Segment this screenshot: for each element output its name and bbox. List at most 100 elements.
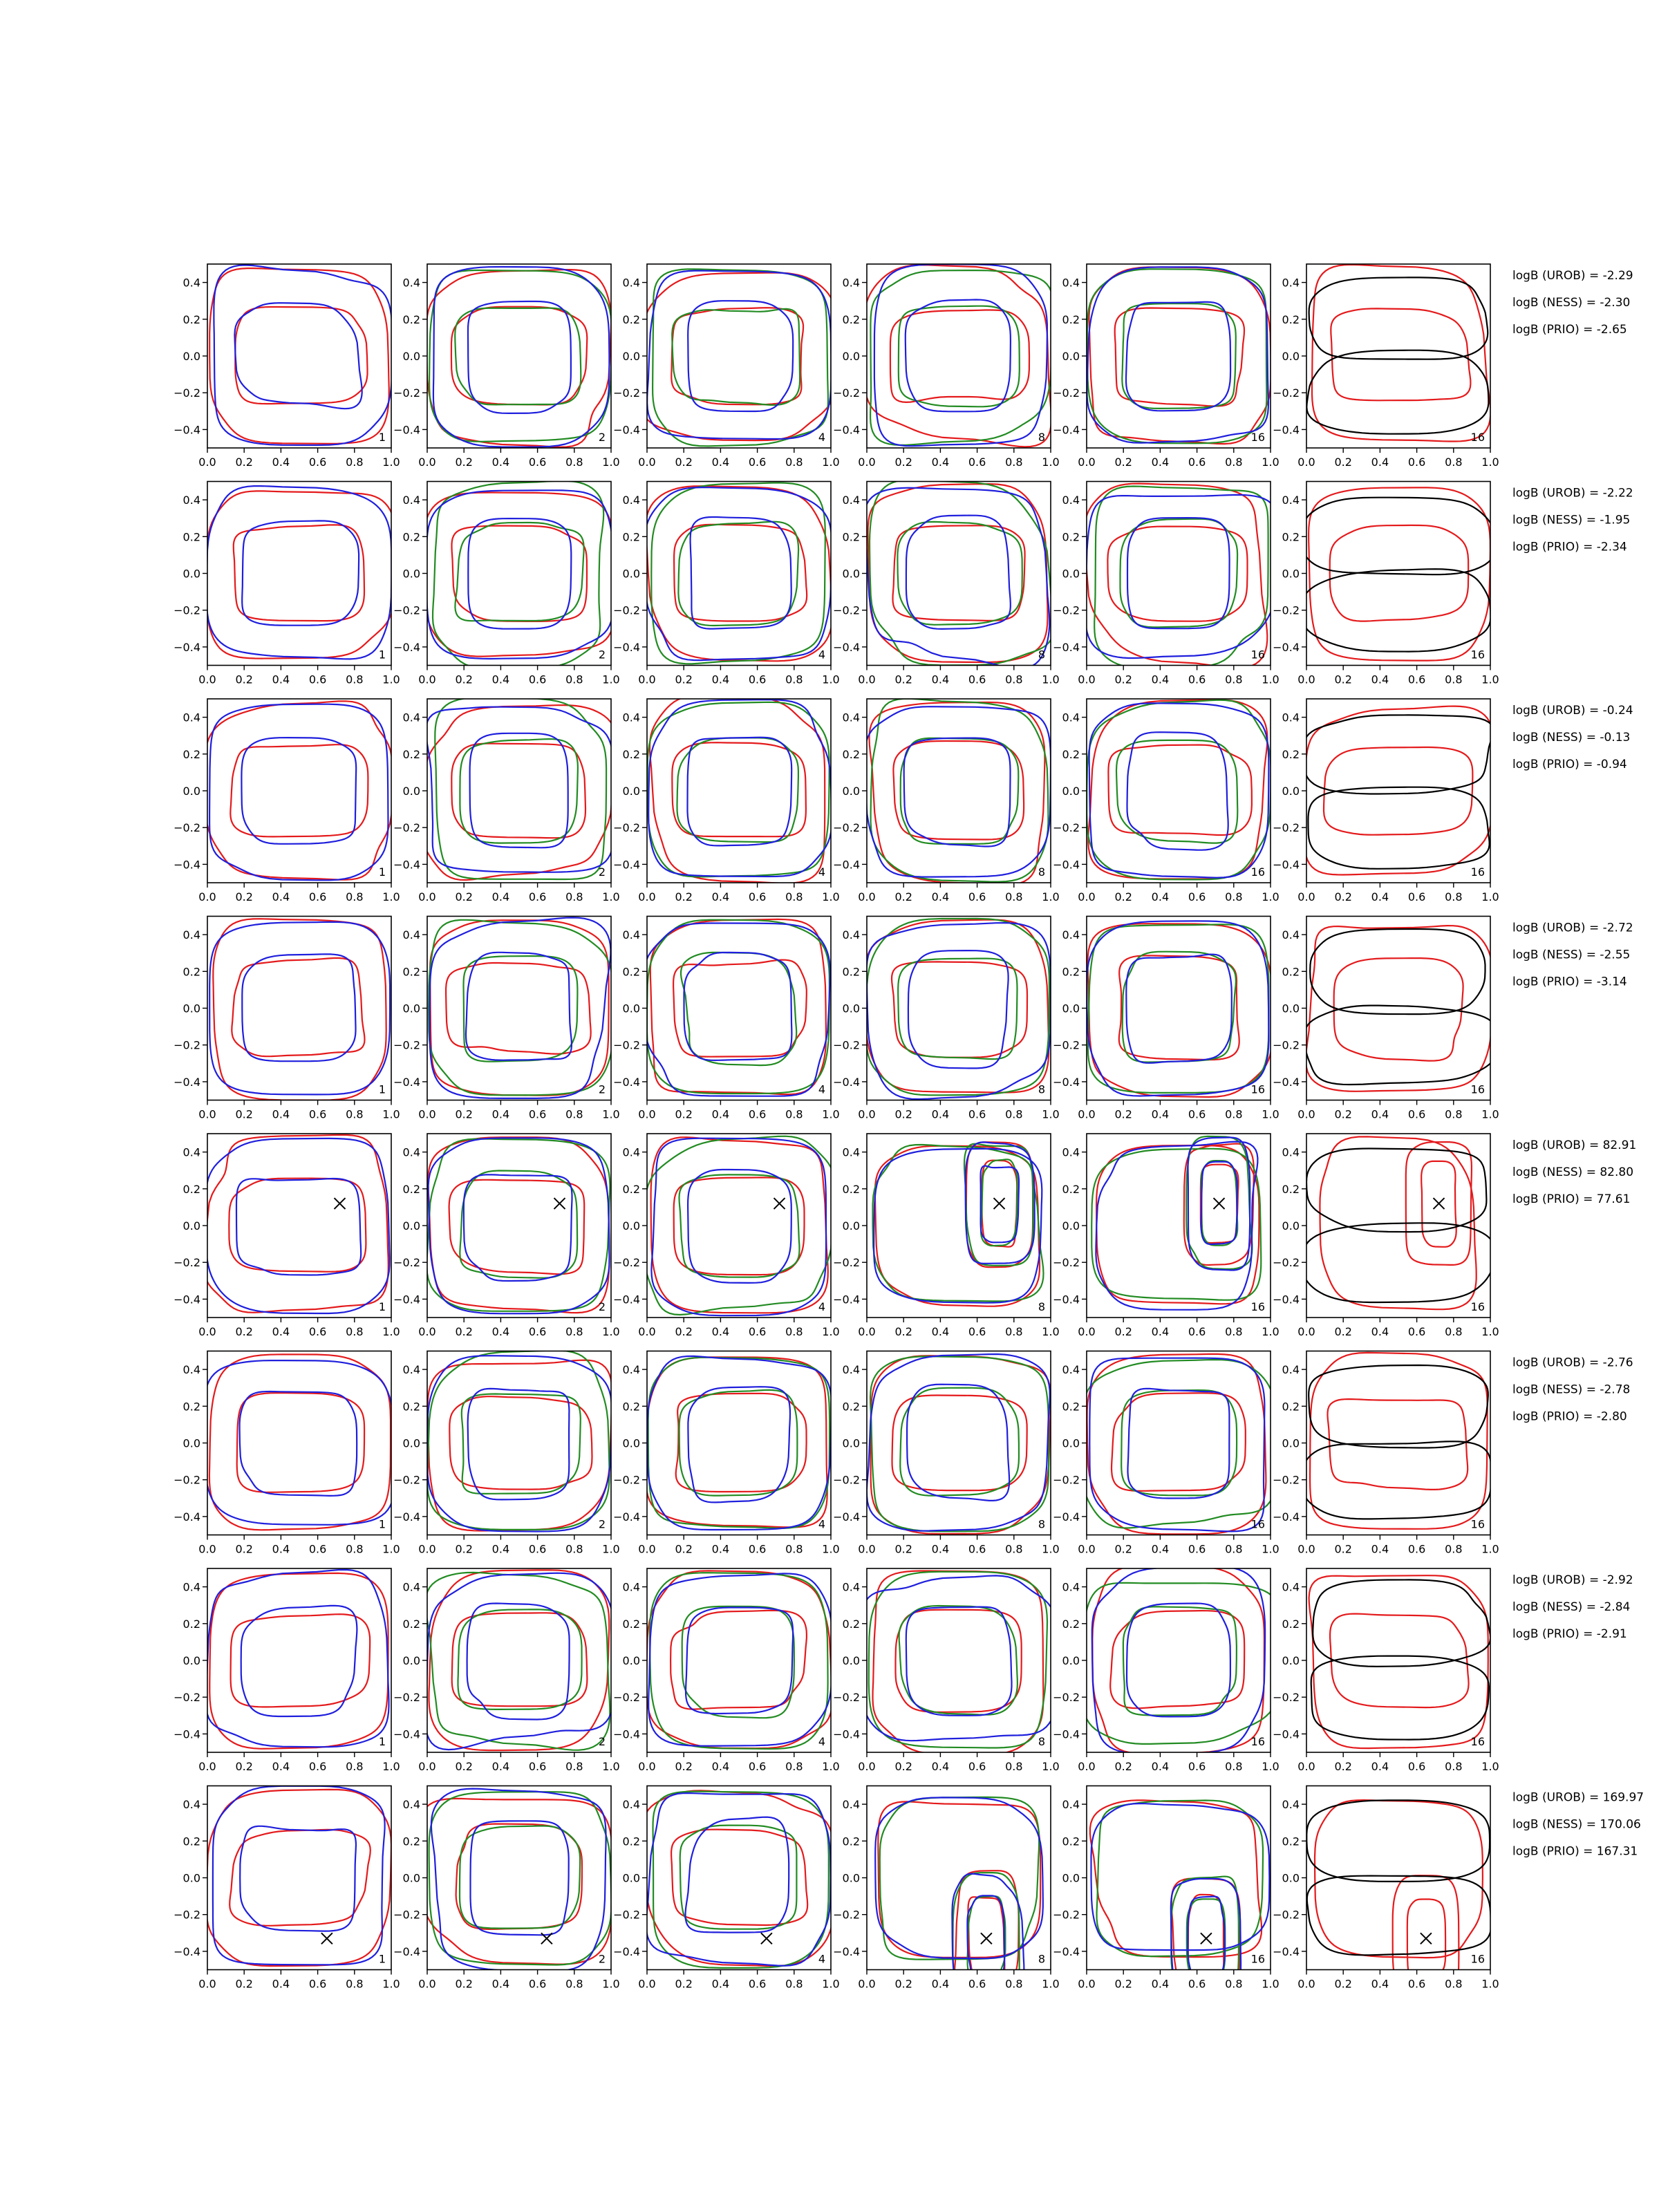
y-tick-label: 0.2 (1282, 313, 1300, 326)
x-tick-label: 0.2 (235, 1543, 252, 1556)
panel-label: 1 (379, 1300, 386, 1313)
panel-label: 1 (379, 1953, 386, 1966)
x-tick-label: 0.6 (968, 456, 986, 469)
contour-blue-level-1 (1088, 702, 1270, 879)
contour-green-level-1 (427, 919, 611, 1096)
contour-red-level-2 (451, 525, 588, 622)
x-tick-label: 0.8 (1005, 456, 1022, 469)
x-tick-label: 0.2 (675, 1978, 692, 1991)
x-tick-label: 0.6 (529, 1325, 546, 1338)
contour-green-level-1 (647, 1356, 831, 1530)
contour-group (207, 485, 391, 660)
panel-label: 16 (1471, 1518, 1485, 1531)
x-tick-label: 0.0 (638, 1543, 655, 1556)
x-tick-label: 0.8 (1225, 1760, 1242, 1773)
contour-red-level-2 (671, 307, 805, 406)
contour-group (1087, 699, 1271, 881)
x-tick-label: 0.8 (1005, 1108, 1022, 1121)
contour-green-level-1 (867, 917, 1051, 1096)
x-tick-label: 0.2 (675, 1543, 692, 1556)
x-tick-label: 1.0 (382, 456, 400, 469)
axes-frame (1086, 1350, 1271, 1536)
x-tick-label: 0.2 (1114, 890, 1132, 903)
x-tick-label: 0.4 (492, 1325, 509, 1338)
contour-group (209, 918, 391, 1100)
panel-r6-c3: 0.0 0.2 0.4 0.6 0.8 1.0 0.4 0.2 0.0 −0.2 −0.4 4 (613, 1350, 840, 1556)
panel-r1-c6: 0.0 0.2 0.4 0.6 0.8 1.0 0.4 0.2 0.0 −0.2 −0.4 16 (1273, 263, 1499, 469)
x-tick-label: 0.4 (1152, 1543, 1169, 1556)
x-tick-label: 0.8 (1445, 456, 1462, 469)
x-tick-label: 1.0 (602, 456, 619, 469)
contour-red-level-1 (427, 1797, 611, 1965)
contour-green-level-1 (648, 1572, 829, 1750)
contour-blue-level-1 (867, 487, 1051, 666)
contour-red-level-2 (669, 1609, 807, 1710)
contour-red-level-2 (1107, 744, 1253, 836)
contour-group (1306, 264, 1490, 442)
contour-blue-level-1 (1170, 1877, 1242, 1970)
contour-green-level-2 (1122, 1606, 1238, 1716)
x-tick-label: 0.8 (565, 1760, 583, 1773)
y-tick-label: −0.2 (1053, 821, 1080, 834)
x-tick-label: 0.8 (1445, 1325, 1462, 1338)
bayes-factor-label: logB (PRIO) = -2.80 (1512, 1410, 1627, 1424)
y-tick-label: −0.2 (1053, 1909, 1080, 1922)
y-tick-label: 0.4 (403, 928, 420, 941)
true-location-marker (553, 1197, 566, 1210)
y-tick-label: 0.4 (623, 1581, 640, 1594)
contour-red-level-1 (1405, 1141, 1472, 1266)
contour-blue-level-3 (1090, 1802, 1271, 1951)
x-tick-label: 0.0 (638, 1760, 655, 1773)
contour-blue-level-1 (647, 486, 831, 662)
y-tick-label: 0.0 (623, 350, 640, 363)
x-tick-label: 0.6 (1188, 1543, 1206, 1556)
panel-label: 2 (599, 1953, 606, 1966)
contour-red-level-1 (953, 1870, 1020, 1970)
x-tick-label: 0.2 (1114, 1543, 1132, 1556)
x-tick-label: 0.6 (968, 1543, 986, 1556)
y-tick-label: 0.2 (843, 1183, 860, 1196)
bayes-factor-label: logB (NESS) = -2.78 (1512, 1383, 1630, 1397)
x-tick-label: 0.2 (455, 1108, 472, 1121)
x-tick-label: 0.8 (785, 1108, 803, 1121)
bayes-factor-label: logB (UROB) = -2.92 (1512, 1573, 1633, 1587)
contour-red-level-1 (427, 491, 611, 657)
contour-red-level-1 (870, 1355, 1051, 1535)
x-tick-label: 0.6 (309, 890, 326, 903)
contour-red-level-2 (1114, 307, 1246, 407)
contour-blue-level-2 (469, 732, 569, 849)
contour-group (427, 1351, 611, 1533)
contour-red-level-1 (1309, 1351, 1488, 1530)
panel-r1-c4: 0.0 0.2 0.4 0.6 0.8 1.0 0.4 0.2 0.0 −0.2 −0.4 8 (833, 263, 1060, 469)
contour-red-level-1 (207, 700, 391, 881)
contour-blue-level-2 (465, 951, 572, 1061)
x-tick-label: 0.6 (1408, 1543, 1425, 1556)
contour-blue-level-1 (209, 703, 389, 881)
y-tick-label: 0.4 (183, 1363, 200, 1376)
y-tick-label: −0.4 (1053, 1945, 1080, 1958)
x-tick-label: 0.8 (1225, 1325, 1242, 1338)
x-tick-label: 0.0 (1078, 1978, 1095, 1991)
y-tick-label: −0.2 (174, 1474, 200, 1487)
y-tick-label: 0.4 (843, 1581, 860, 1594)
x-tick-label: 1.0 (1481, 456, 1499, 469)
contour-red-level-2 (1330, 308, 1472, 402)
contour-group (1087, 1568, 1271, 1752)
y-tick-label: −0.2 (1273, 604, 1300, 617)
x-tick-label: 0.6 (529, 1543, 546, 1556)
contour-blue-level-2 (684, 1606, 794, 1715)
x-tick-label: 0.4 (272, 1543, 290, 1556)
axes-frame (207, 1568, 392, 1753)
panel-r5-c1: 0.0 0.2 0.4 0.6 0.8 1.0 0.4 0.2 0.0 −0.2 −0.4 1 (174, 1133, 400, 1338)
contour-blue-level-1 (213, 264, 391, 447)
y-tick-label: 0.2 (623, 1835, 640, 1848)
x-tick-label: 0.0 (418, 456, 435, 469)
x-tick-label: 0.8 (1445, 1543, 1462, 1556)
contour-green-level-3 (872, 1143, 1044, 1302)
x-tick-label: 0.8 (1445, 1108, 1462, 1121)
contour-group (867, 699, 1051, 883)
panel-r3-c5: 0.0 0.2 0.4 0.6 0.8 1.0 0.4 0.2 0.0 −0.2 −0.4 16 (1053, 698, 1280, 903)
contour-group (1306, 1799, 1490, 1970)
panel-r6-c5: 0.0 0.2 0.4 0.6 0.8 1.0 0.4 0.2 0.0 −0.2 −0.4 16 (1053, 1350, 1280, 1556)
y-tick-label: −0.4 (393, 1510, 420, 1524)
